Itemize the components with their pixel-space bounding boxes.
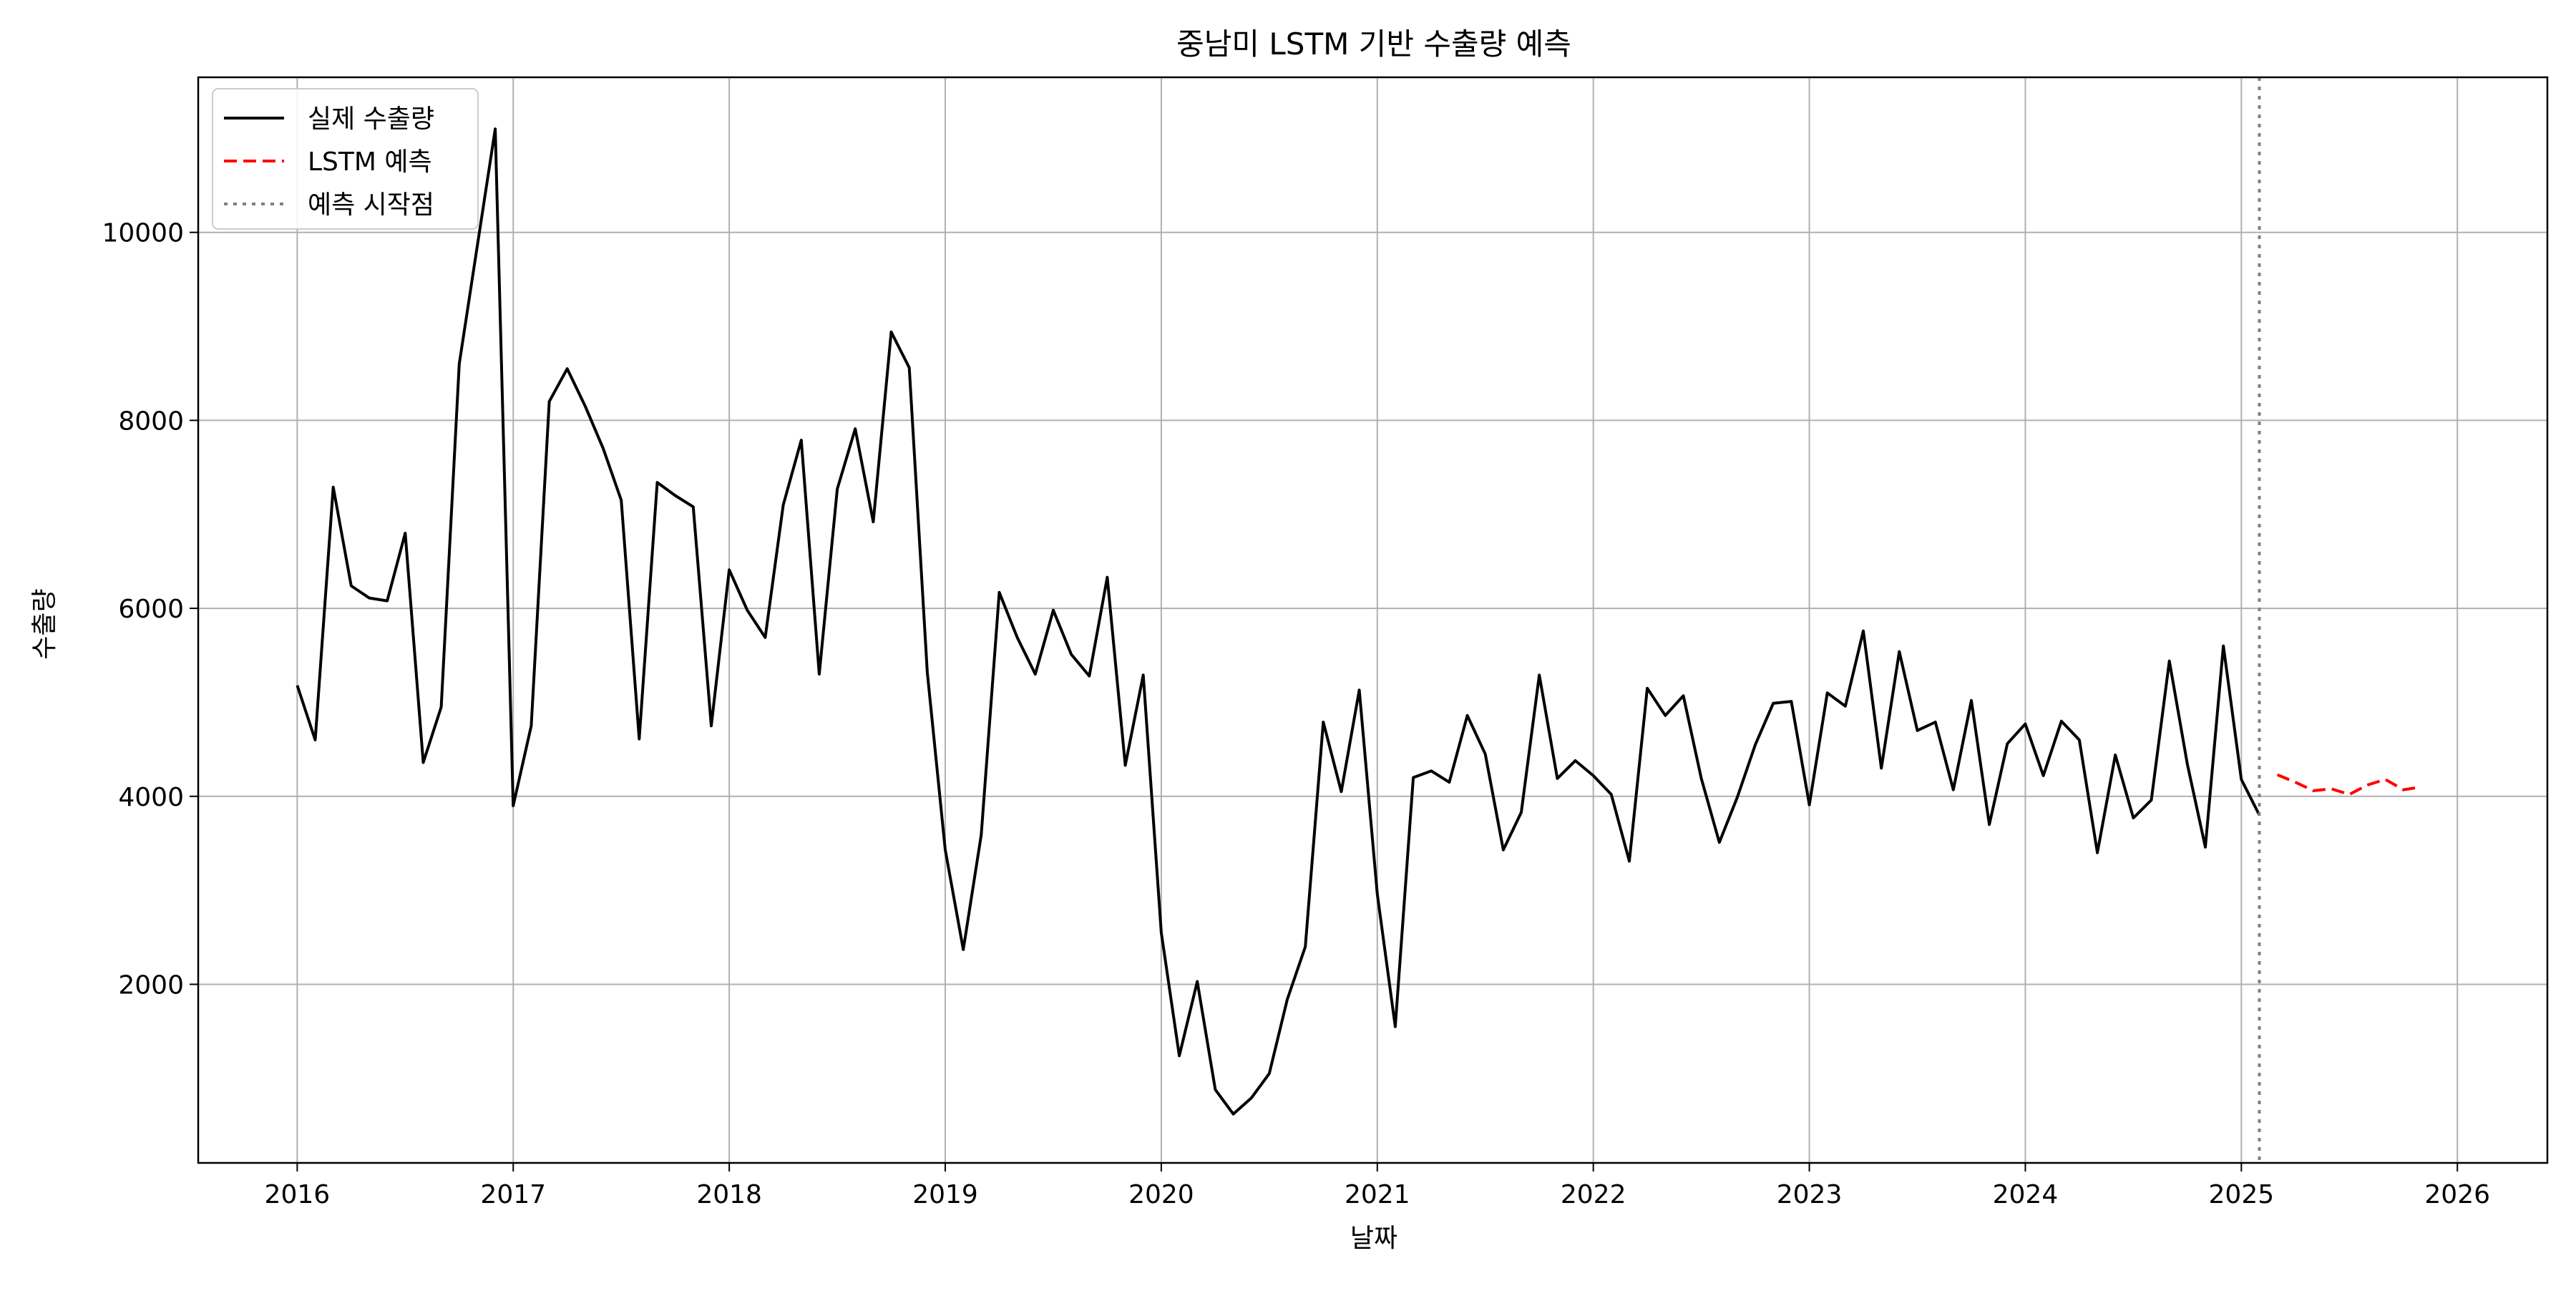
series-line-1 (2276, 773, 2422, 796)
x-tick-label: 2025 (2209, 1180, 2275, 1209)
x-tick-label: 2022 (1561, 1180, 1626, 1209)
x-axis-label: 날짜 (1350, 1224, 1397, 1253)
x-tick-label: 2024 (1993, 1180, 2059, 1209)
y-tick-label: 8000 (118, 406, 184, 436)
y-axis-label: 수출량 (30, 588, 59, 659)
x-tick-label: 2021 (1345, 1180, 1410, 1209)
x-tick-label: 2026 (2424, 1180, 2490, 1209)
x-tick-label: 2017 (480, 1180, 546, 1209)
x-tick-label: 2019 (912, 1180, 978, 1209)
y-tick-label: 10000 (102, 219, 184, 248)
y-tick-label: 6000 (118, 595, 184, 624)
legend-box (212, 88, 479, 230)
plot-frame (197, 76, 2549, 1164)
series-line-0 (296, 127, 2261, 1116)
axis-ticks: 2016 2017 2018 2019 2020 2021 2022 2023 2024 2025… (102, 219, 2490, 1209)
y-tick-label: 2000 (118, 970, 184, 1000)
x-tick-label: 2023 (1777, 1180, 1843, 1209)
x-tick-label: 2016 (265, 1180, 331, 1209)
grid (198, 77, 2547, 1163)
chart-title: 중남미 LSTM 기반 수출량 예측 (1176, 26, 1571, 62)
legend-label-2: 예측 시작점 (308, 190, 434, 220)
legend-label-1: LSTM 예측 (308, 147, 432, 177)
x-tick-label: 2020 (1128, 1180, 1194, 1209)
x-tick-label: 2018 (696, 1180, 762, 1209)
y-tick-label: 4000 (118, 783, 184, 812)
legend-label-0: 실제 수출량 (308, 104, 434, 134)
plot-area (296, 77, 2422, 1163)
